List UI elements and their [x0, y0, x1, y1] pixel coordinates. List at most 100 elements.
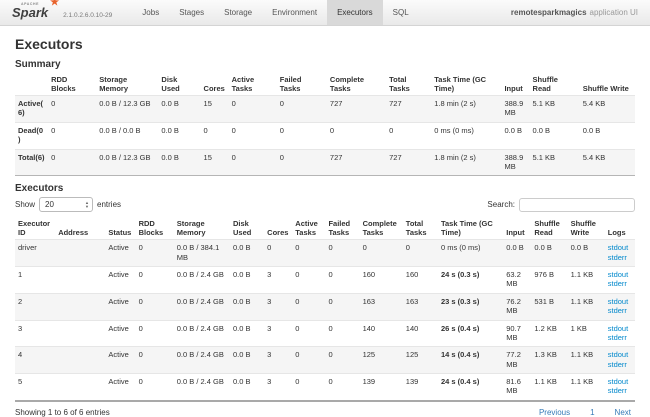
- tab-storage[interactable]: Storage: [224, 8, 253, 17]
- executors-col-status[interactable]: Status: [108, 228, 132, 238]
- executor-cell-disk-used: 0.0 B: [230, 239, 265, 267]
- summary-table: RDD Blocks Storage Memory Disk Used Cores Ac…: [15, 73, 635, 177]
- entries-select[interactable]: 20 ▲ ▼: [39, 197, 94, 213]
- executor-cell-task-time-gc-time: 0 ms (0 ms): [437, 239, 504, 267]
- executor-cell-address: [55, 346, 106, 374]
- executors-col-shuffle-read[interactable]: Shuffle Read: [534, 219, 560, 238]
- executor-cell-total-tasks: 160: [402, 266, 438, 294]
- application-name: remotesparkmagics: [510, 8, 587, 17]
- executor-cell-executor-id: driver: [15, 239, 56, 267]
- executor-cell-failed-tasks: 0: [325, 266, 360, 294]
- stdout-link[interactable]: stdout: [607, 377, 629, 386]
- executors-col-address[interactable]: Address: [58, 228, 89, 238]
- summary-col-shuffle-write[interactable]: Shuffle Write: [582, 84, 629, 93]
- executors-header-row: Executor ID Address Status RDD Blocks Storag…: [15, 217, 635, 240]
- executor-cell-complete-tasks: 0: [359, 239, 403, 267]
- summary-col-storage-memory[interactable]: Storage Memory: [99, 75, 128, 93]
- executor-cell-rdd-blocks: 0: [135, 319, 174, 347]
- summary-cell: 0: [276, 148, 327, 176]
- summary-col-complete-tasks[interactable]: Complete Tasks: [329, 75, 365, 93]
- summary-cell: 0.0 B / 12.3 GB: [96, 148, 159, 176]
- executors-col-executor-id[interactable]: Executor ID: [18, 219, 51, 238]
- summary-cell: 0.0 B / 0.0 B: [96, 121, 159, 149]
- executors-col-shuffle-write[interactable]: Shuffle Write: [570, 219, 596, 238]
- executor-cell-logs: stdout stderr: [604, 239, 635, 267]
- summary-col-shuffle-read[interactable]: Shuffle Read: [532, 75, 558, 93]
- executor-cell-address: [55, 372, 106, 401]
- executors-col-task-time-gc-time[interactable]: Task Time (GC Time): [440, 219, 493, 238]
- executors-col-active-tasks[interactable]: Active Tasks: [295, 219, 318, 238]
- executor-cell-shuffle-read: 0.0 B: [531, 239, 568, 267]
- search-control: Search:: [487, 197, 635, 212]
- summary-col-disk-used[interactable]: Disk Used: [161, 75, 180, 93]
- stdout-link[interactable]: stdout: [607, 350, 629, 360]
- executor-row-3: 3 Active 0 0.0 B / 2.4 GB 0.0 B 3 0 0 140 140 26 s…: [15, 319, 635, 347]
- executor-cell-shuffle-read: 1.3 KB: [531, 346, 568, 374]
- summary-col-input[interactable]: Input: [504, 84, 523, 93]
- executor-cell-address: [55, 239, 106, 267]
- summary-col-cores[interactable]: Cores: [203, 84, 225, 93]
- executors-col-storage-memory[interactable]: Storage Memory: [176, 219, 206, 238]
- summary-col-blank[interactable]: [15, 73, 48, 96]
- executor-cell-rdd-blocks: 0: [135, 239, 174, 267]
- show-label: Show: [15, 200, 36, 210]
- executors-col-failed-tasks[interactable]: Failed Tasks: [328, 219, 351, 238]
- stderr-link[interactable]: stderr: [607, 386, 627, 396]
- summary-col-task-time-gc-time[interactable]: Task Time (GC Time): [434, 75, 487, 93]
- executors-col-total-tasks[interactable]: Total Tasks: [405, 219, 427, 238]
- executor-cell-input: 0.0 B: [503, 239, 532, 267]
- stderr-link[interactable]: stderr: [607, 359, 627, 369]
- pagination-next[interactable]: Next: [614, 407, 631, 417]
- executor-cell-disk-used: 0.0 B: [230, 346, 265, 374]
- search-input[interactable]: [519, 197, 635, 212]
- executor-cell-rdd-blocks: 0: [135, 266, 174, 294]
- stderr-link[interactable]: stderr: [607, 306, 627, 316]
- executors-col-rdd-blocks[interactable]: RDD Blocks: [138, 219, 164, 238]
- executors-col-complete-tasks[interactable]: Complete Tasks: [362, 219, 397, 238]
- executor-cell-active-tasks: 0: [292, 319, 326, 347]
- executor-row-4: 4 Active 0 0.0 B / 2.4 GB 0.0 B 3 0 0 125 125 14 s…: [15, 346, 635, 374]
- executor-cell-executor-id: 1: [15, 266, 56, 294]
- stderr-link[interactable]: stderr: [607, 252, 627, 262]
- summary-col-rdd-blocks[interactable]: RDD Blocks: [51, 75, 76, 93]
- executors-col-disk-used[interactable]: Disk Used: [233, 219, 252, 238]
- summary-cell: 0: [48, 148, 97, 176]
- summary-col-failed-tasks[interactable]: Failed Tasks: [279, 75, 302, 93]
- executor-cell-input: 77.2 MB: [503, 346, 532, 374]
- tab-stages[interactable]: Stages: [179, 8, 205, 17]
- executor-cell-disk-used: 0.0 B: [230, 292, 265, 320]
- executor-cell-failed-tasks: 0: [325, 372, 360, 401]
- spark-logo-text: Spark: [12, 5, 49, 20]
- executor-cell-address: [55, 266, 106, 294]
- stdout-link[interactable]: stdout: [607, 270, 629, 279]
- stdout-link[interactable]: stdout: [607, 243, 629, 253]
- pagination-1[interactable]: 1: [590, 407, 595, 417]
- entries-select-value: 20: [45, 200, 54, 210]
- summary-cell: 0: [386, 121, 432, 149]
- stderr-link[interactable]: stderr: [607, 279, 627, 289]
- executors-col-cores[interactable]: Cores: [267, 228, 289, 238]
- tab-sql[interactable]: SQL: [392, 8, 409, 17]
- summary-cell: 0.0 B / 12.3 GB: [96, 95, 159, 123]
- application-title: remotesparkmagics application UI: [511, 0, 650, 25]
- executors-col-input[interactable]: Input: [506, 228, 525, 238]
- spark-star-icon: ★: [50, 0, 60, 8]
- summary-col-active-tasks[interactable]: Active Tasks: [231, 75, 255, 93]
- stdout-link[interactable]: stdout: [607, 296, 629, 306]
- search-label: Search:: [487, 200, 515, 210]
- tab-environment[interactable]: Environment: [272, 8, 318, 17]
- summary-col-total-tasks[interactable]: Total Tasks: [389, 75, 410, 93]
- executor-cell-shuffle-write: 1.1 KB: [567, 346, 605, 374]
- nav-tabs: Jobs Stages Storage Environment Executors SQL: [132, 0, 418, 25]
- tab-executors[interactable]: Executors: [327, 0, 383, 25]
- stderr-link[interactable]: stderr: [607, 332, 627, 342]
- pagination-previous[interactable]: Previous: [538, 407, 571, 417]
- tab-jobs[interactable]: Jobs: [142, 8, 160, 17]
- summary-cell: 15: [200, 95, 229, 123]
- executor-cell-failed-tasks: 0: [325, 292, 360, 320]
- stdout-link[interactable]: stdout: [607, 323, 629, 333]
- executors-col-logs[interactable]: Logs: [607, 228, 626, 238]
- spark-logo[interactable]: APACHE Spark ★ 2.1.0.2.6.0.10-29: [12, 0, 112, 25]
